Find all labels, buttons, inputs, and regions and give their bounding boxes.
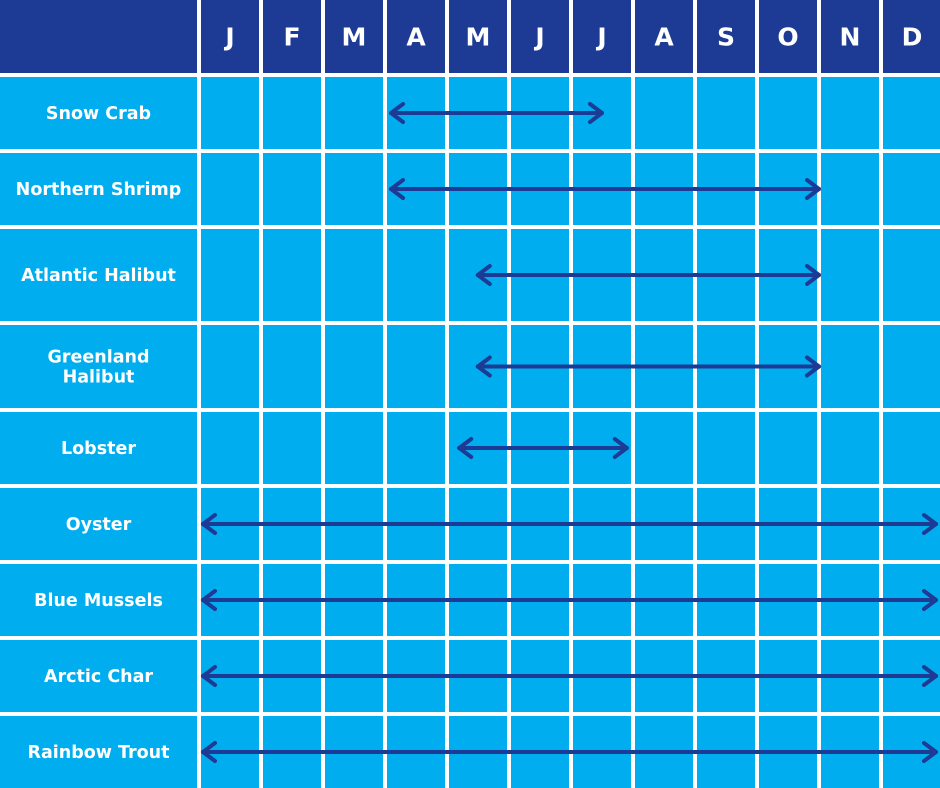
- month-cell: [325, 229, 383, 321]
- month-header-cell: [449, 0, 507, 73]
- species-label: Atlantic Halibut: [21, 266, 176, 286]
- month-cell: [821, 325, 879, 408]
- month-label: A: [406, 23, 426, 52]
- species-label: Blue Mussels: [34, 591, 163, 611]
- month-label: O: [777, 23, 798, 52]
- month-label: J: [223, 23, 234, 52]
- species-label-cell: [0, 488, 197, 560]
- month-cell: [883, 412, 940, 484]
- species-label: Greenland: [48, 348, 150, 368]
- month-label: J: [533, 23, 544, 52]
- month-label: S: [717, 23, 735, 52]
- month-header-cell: [263, 0, 321, 73]
- month-header-cell: [821, 0, 879, 73]
- month-header-cell: [697, 0, 755, 73]
- month-cell: [325, 153, 383, 225]
- month-cell: [263, 77, 321, 149]
- month-cell: [759, 77, 817, 149]
- month-cell: [883, 77, 940, 149]
- month-cell: [635, 412, 693, 484]
- month-label: M: [342, 23, 367, 52]
- month-header-cell: [573, 0, 631, 73]
- month-cell: [387, 325, 445, 408]
- season-arrow-head-start: [201, 741, 217, 763]
- season-arrow-head-start: [475, 264, 492, 286]
- month-header-cell: [511, 0, 569, 73]
- season-arrow-head-start: [201, 589, 217, 611]
- month-cell: [201, 77, 259, 149]
- season-arrow-head-start: [201, 513, 217, 535]
- species-label: Rainbow Trout: [27, 743, 169, 763]
- month-cell: [821, 77, 879, 149]
- month-cell: [263, 153, 321, 225]
- species-label-cell: [0, 325, 197, 408]
- species-label: Snow Crab: [46, 104, 151, 124]
- season-arrow-head-start: [389, 102, 405, 124]
- species-label: Northern Shrimp: [16, 180, 182, 200]
- month-cell: [883, 229, 940, 321]
- season-arrow-head-end: [922, 513, 938, 535]
- month-cell: [697, 77, 755, 149]
- month-header-cell: [883, 0, 940, 73]
- month-cell: [201, 325, 259, 408]
- month-cell: [387, 412, 445, 484]
- species-label-cell: [0, 564, 197, 636]
- season-arrow-head-end: [922, 665, 938, 687]
- species-label-cell: [0, 412, 197, 484]
- season-arrow-head-end: [805, 178, 821, 200]
- species-label-cell: [0, 229, 197, 321]
- month-header-cell: [635, 0, 693, 73]
- species-label-cell: [0, 716, 197, 788]
- month-cell: [263, 325, 321, 408]
- season-arrow-head-end: [612, 437, 629, 459]
- season-arrow-head-start: [457, 437, 474, 459]
- month-label: F: [283, 23, 300, 52]
- species-label: Halibut: [63, 368, 135, 388]
- month-header-cell: [387, 0, 445, 73]
- month-cell: [263, 229, 321, 321]
- season-arrow-head-start: [201, 665, 217, 687]
- month-cell: [821, 229, 879, 321]
- month-label: J: [595, 23, 606, 52]
- month-cell: [697, 412, 755, 484]
- month-cell: [883, 153, 940, 225]
- month-cell: [325, 77, 383, 149]
- month-cell: [821, 412, 879, 484]
- month-label: N: [840, 23, 861, 52]
- season-arrow-head-end: [588, 102, 604, 124]
- month-cell: [821, 153, 879, 225]
- month-label: M: [466, 23, 491, 52]
- month-cell: [325, 325, 383, 408]
- month-label: A: [654, 23, 674, 52]
- species-label: Arctic Char: [44, 667, 153, 687]
- species-label: Lobster: [61, 439, 136, 459]
- month-cell: [263, 412, 321, 484]
- month-cell: [387, 229, 445, 321]
- month-cell: [201, 412, 259, 484]
- month-cell: [201, 229, 259, 321]
- species-label: Oyster: [66, 515, 132, 535]
- season-arrow-head-start: [389, 178, 405, 200]
- species-label-cell: [0, 640, 197, 712]
- month-cell: [883, 325, 940, 408]
- season-arrow-head-end: [922, 741, 938, 763]
- season-arrow-head-end: [922, 589, 938, 611]
- month-header-cell: [325, 0, 383, 73]
- species-label-cell: [0, 77, 197, 149]
- month-header-cell: [201, 0, 259, 73]
- month-header-cell: [759, 0, 817, 73]
- season-arrow-head-end: [805, 264, 821, 286]
- month-cell: [759, 412, 817, 484]
- season-arrow-head-start: [475, 355, 492, 378]
- header-corner-cell: [0, 0, 197, 73]
- month-cell: [325, 412, 383, 484]
- month-cell: [201, 153, 259, 225]
- species-label-cell: [0, 153, 197, 225]
- season-arrow-head-end: [805, 355, 821, 378]
- month-cell: [635, 77, 693, 149]
- month-label: D: [902, 23, 923, 52]
